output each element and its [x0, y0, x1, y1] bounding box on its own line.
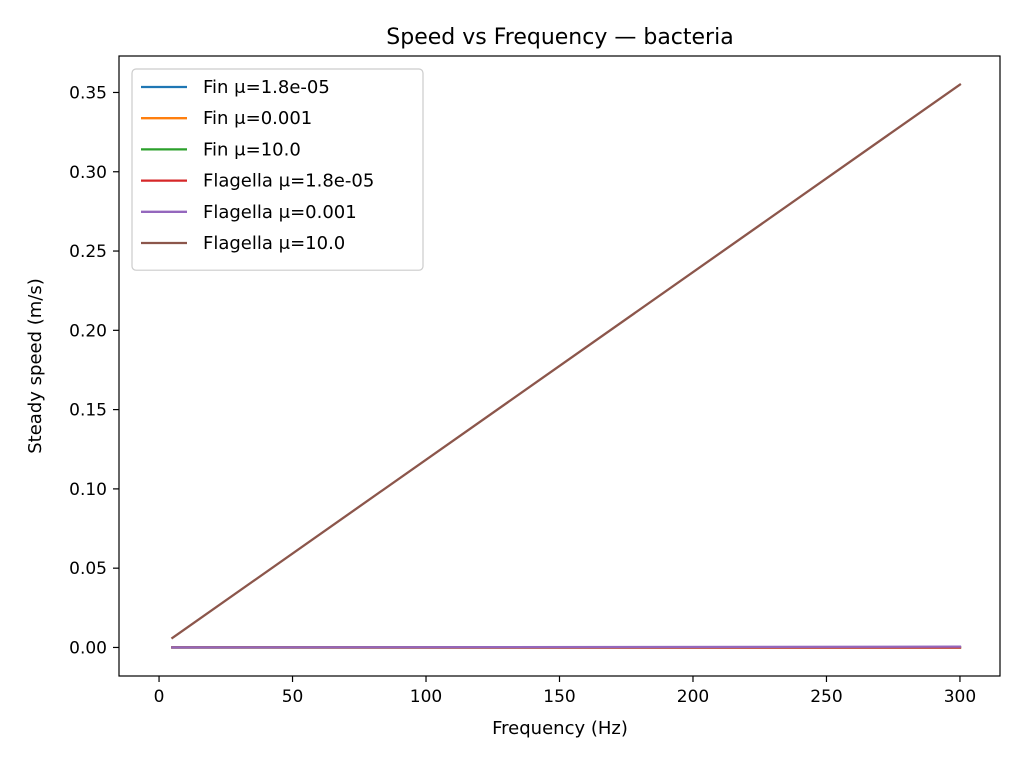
x-tick-label: 200: [677, 687, 709, 707]
y-tick-label: 0.30: [69, 163, 107, 183]
y-axis: 0.00 0.05 0.10 0.15 0.20 0.25 0.30 0.35: [69, 83, 119, 658]
legend-entry: Flagella μ=10.0: [203, 233, 345, 254]
series-line-5: [171, 645, 962, 649]
y-tick-label: 0.25: [69, 242, 107, 262]
y-tick-label: 0.15: [69, 401, 107, 421]
x-tick-label: 300: [944, 687, 976, 707]
legend-box: [131, 68, 424, 271]
x-axis-label: Frequency (Hz): [492, 718, 628, 739]
plot-area: [170, 82, 962, 649]
x-tick-label: 250: [810, 687, 842, 707]
legend-entry: Fin μ=0.001: [203, 108, 312, 129]
legend-entry: Fin μ=1.8e-05: [203, 77, 330, 98]
y-axis-label: Steady speed (m/s): [25, 278, 46, 454]
y-tick-label: 0.10: [69, 480, 107, 500]
y-tick-label: 0.35: [69, 83, 107, 103]
series-line-6: [170, 82, 962, 640]
chart-title: Speed vs Frequency — bacteria: [386, 25, 733, 50]
x-tick-label: 100: [410, 687, 442, 707]
x-tick-label: 0: [154, 687, 165, 707]
y-tick-label: 0.05: [69, 559, 107, 579]
x-axis: 0 50 100 150 200 250 300: [154, 676, 976, 707]
legend-entry: Flagella μ=0.001: [203, 202, 357, 223]
legend-entry: Fin μ=10.0: [203, 139, 301, 160]
legend-entry: Flagella μ=1.8e-05: [203, 171, 374, 192]
x-tick-label: 150: [543, 687, 575, 707]
y-tick-label: 0.20: [69, 321, 107, 341]
legend: Fin μ=1.8e-05 Fin μ=0.001 Fin μ=10.0 Flagel…: [131, 68, 424, 271]
y-tick-label: 0.00: [69, 638, 107, 658]
x-tick-label: 50: [282, 687, 304, 707]
